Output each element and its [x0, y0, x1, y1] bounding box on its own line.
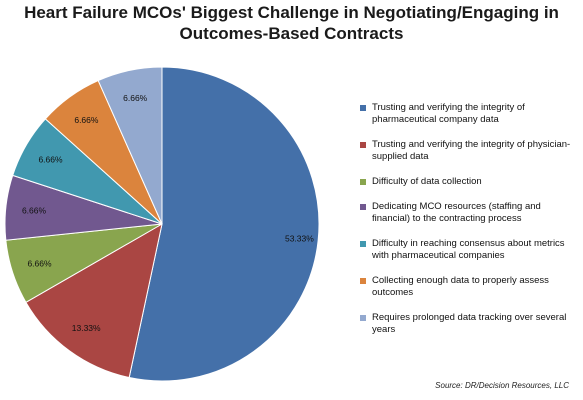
legend-label: Trusting and verifying the integrity of …	[372, 102, 525, 125]
legend-label: Dedicating MCO resources (staffing and f…	[372, 201, 541, 224]
legend-swatch	[360, 315, 366, 321]
chart-title-line-1: Heart Failure MCOs' Biggest Challenge in…	[24, 3, 559, 22]
legend-swatch	[360, 142, 366, 148]
legend-item: Trusting and verifying the integrity of …	[360, 102, 580, 126]
legend-label: Requires prolonged data tracking over se…	[372, 312, 567, 335]
chart-legend: Trusting and verifying the integrity of …	[360, 102, 580, 349]
legend-label: Trusting and verifying the integrity of …	[372, 139, 571, 162]
slice-label: 13.33%	[72, 323, 101, 333]
pie-slice	[128, 66, 320, 382]
slice-label: 6.66%	[38, 155, 63, 165]
legend-swatch	[360, 179, 366, 185]
chart-title-line-2: Outcomes-Based Contracts	[179, 24, 404, 43]
legend-label: Collecting enough data to properly asses…	[372, 275, 549, 298]
legend-swatch	[360, 278, 366, 284]
chart-title: Heart Failure MCOs' Biggest Challenge in…	[0, 2, 583, 44]
pie-slice	[25, 223, 163, 379]
slice-label: 6.66%	[74, 115, 99, 125]
legend-item: Trusting and verifying the integrity of …	[360, 139, 580, 163]
legend-item: Collecting enough data to properly asses…	[360, 275, 580, 299]
legend-item: Requires prolonged data tracking over se…	[360, 312, 580, 336]
legend-item: Difficulty of data collection	[360, 176, 580, 188]
source-note: Source: DR/Decision Resources, LLC	[435, 381, 569, 390]
pie-slice	[97, 66, 163, 225]
legend-item: Dedicating MCO resources (staffing and f…	[360, 201, 580, 225]
slice-label: 6.66%	[27, 259, 52, 269]
legend-swatch	[360, 105, 366, 111]
legend-swatch	[360, 204, 366, 210]
slice-label: 6.66%	[123, 93, 148, 103]
legend-label: Difficulty in reaching consensus about m…	[372, 238, 565, 261]
slice-label: 53.33%	[285, 234, 314, 244]
legend-item: Difficulty in reaching consensus about m…	[360, 238, 580, 262]
legend-swatch	[360, 241, 366, 247]
legend-label: Difficulty of data collection	[372, 176, 482, 187]
slice-label: 6.66%	[22, 205, 47, 215]
